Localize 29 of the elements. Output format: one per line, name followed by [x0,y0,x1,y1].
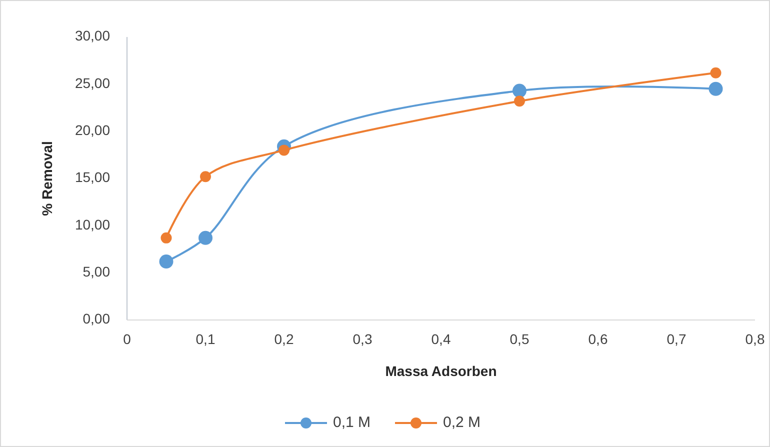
y-tick-label: 25,00 [74,74,110,91]
x-axis-title: Massa Adsorben [385,363,497,379]
legend-label: 0,1 M [333,414,371,431]
point [708,82,723,96]
x-tick-label: 0 [123,331,132,347]
x-tick-label: 0,3 [352,331,372,347]
x-tick-label: 0,6 [588,331,608,347]
point [198,230,212,245]
legend-label: 0,2 M [443,414,481,431]
point [512,84,526,98]
point [160,232,172,244]
point [514,96,525,107]
x-tick-label: 0,1 [196,331,216,347]
point [278,144,290,156]
y-tick-label: 15,00 [74,169,110,186]
x-tick-label: 0,2 [274,331,294,347]
point [159,254,174,269]
x-tick-label: 0,8 [745,331,765,347]
x-tick-label: 0,5 [510,331,530,347]
y-axis-title: % Removal [39,141,55,216]
x-tick-label: 0,4 [431,331,451,347]
x-tick-label: 0,7 [666,331,686,347]
y-tick-label: 0,00 [82,310,110,327]
point [710,67,722,78]
y-tick-label: 5,00 [82,264,110,280]
point [200,171,211,182]
y-tick-label: 10,00 [74,216,110,232]
y-tick-label: 20,00 [74,122,110,138]
y-tick-label: 30,00 [74,28,110,44]
